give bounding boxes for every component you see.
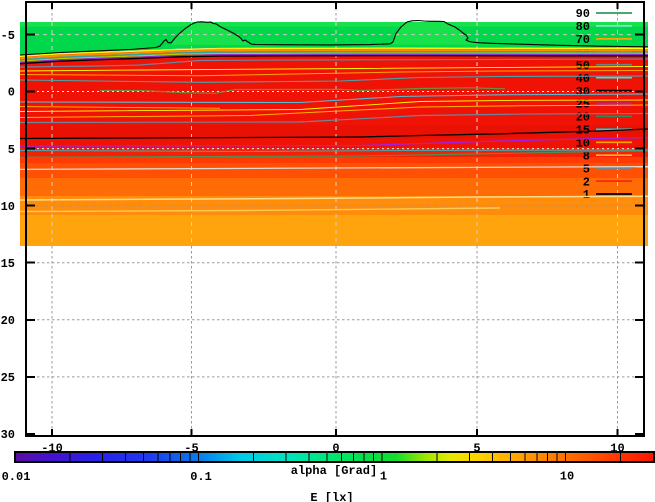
svg-text:30: 30 [576,85,590,99]
svg-text:10: 10 [576,137,590,151]
svg-text:10: 10 [560,470,574,484]
svg-text:E [lx]: E [lx] [310,491,353,502]
svg-text:50: 50 [576,59,590,73]
svg-text:10: 10 [1,200,15,214]
svg-text:alpha [Grad]: alpha [Grad] [291,464,377,478]
svg-text:0.01: 0.01 [2,470,31,484]
svg-text:20: 20 [1,314,15,328]
svg-text:-5: -5 [1,29,15,43]
svg-text:0.1: 0.1 [190,470,212,484]
svg-text:0: 0 [8,86,15,100]
svg-text:80: 80 [576,20,590,34]
svg-text:40: 40 [576,72,590,86]
svg-text:70: 70 [576,33,590,47]
svg-text:15: 15 [576,124,590,138]
svg-text:25: 25 [1,371,15,385]
svg-text:5: 5 [8,143,15,157]
svg-text:30: 30 [1,428,15,442]
svg-text:20: 20 [576,111,590,125]
svg-text:0: 0 [332,442,339,456]
svg-text:8: 8 [583,149,590,163]
svg-text:5: 5 [583,162,590,176]
svg-text:25: 25 [576,98,590,112]
svg-text:2: 2 [583,175,590,189]
svg-text:5: 5 [473,442,480,456]
svg-text:1: 1 [380,470,387,484]
svg-text:1: 1 [583,188,590,202]
svg-text:15: 15 [1,257,15,271]
svg-text:90: 90 [576,7,590,21]
